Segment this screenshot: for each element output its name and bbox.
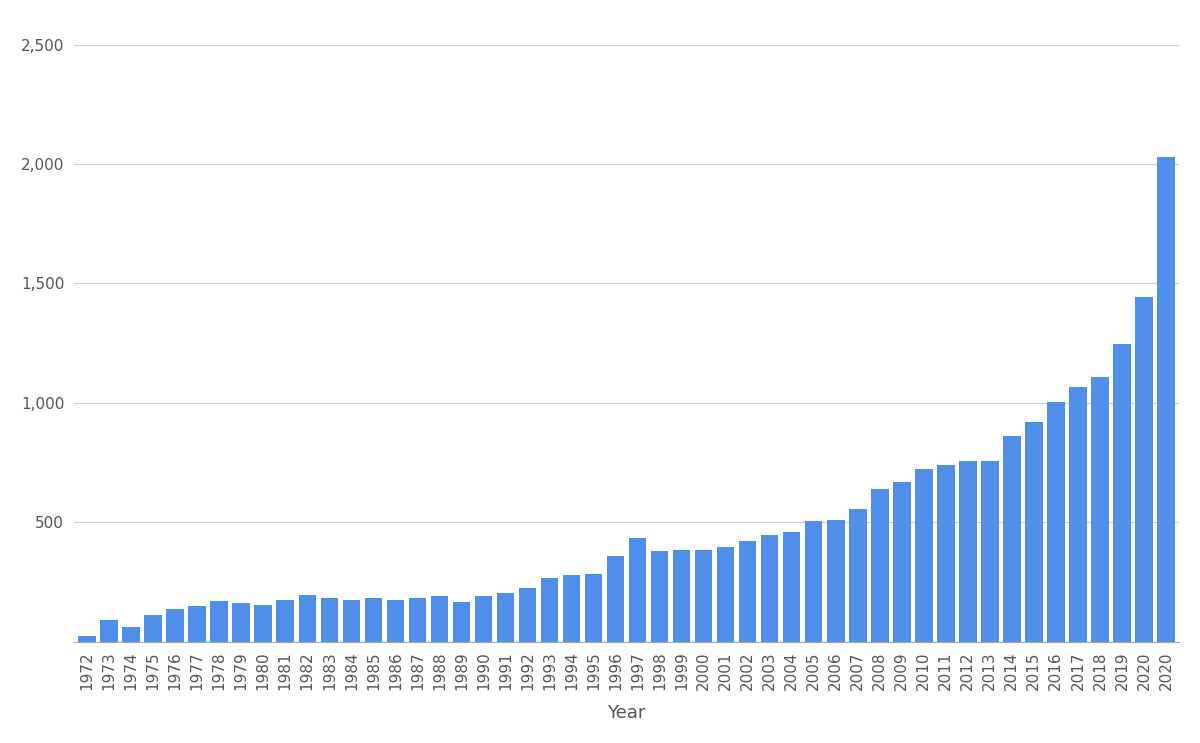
Bar bbox=[739, 542, 756, 642]
Bar bbox=[893, 481, 911, 642]
Bar bbox=[761, 536, 779, 642]
Bar bbox=[167, 609, 184, 642]
Bar bbox=[827, 520, 845, 642]
Bar bbox=[982, 461, 998, 642]
Bar bbox=[914, 469, 932, 642]
Bar bbox=[365, 597, 382, 642]
Bar bbox=[716, 548, 734, 642]
Bar bbox=[1069, 387, 1087, 642]
Bar bbox=[1114, 345, 1130, 642]
Bar bbox=[805, 521, 822, 642]
Bar bbox=[607, 556, 624, 642]
Bar bbox=[695, 550, 713, 642]
Bar bbox=[871, 489, 888, 642]
X-axis label: Year: Year bbox=[607, 704, 646, 722]
Bar bbox=[848, 509, 866, 642]
Bar bbox=[299, 595, 316, 642]
Bar bbox=[629, 538, 647, 642]
Bar bbox=[673, 550, 690, 642]
Bar bbox=[518, 588, 536, 642]
Bar bbox=[1025, 422, 1043, 642]
Bar bbox=[233, 603, 250, 642]
Bar bbox=[188, 606, 206, 642]
Bar bbox=[1003, 436, 1021, 642]
Bar bbox=[210, 601, 228, 642]
Bar bbox=[1135, 296, 1153, 642]
Bar bbox=[276, 600, 294, 642]
Bar bbox=[342, 600, 360, 642]
Bar bbox=[584, 574, 602, 642]
Bar bbox=[254, 605, 272, 642]
Bar bbox=[431, 597, 449, 642]
Bar bbox=[452, 603, 470, 642]
Bar bbox=[320, 597, 338, 642]
Bar bbox=[144, 615, 162, 642]
Bar bbox=[937, 465, 954, 642]
Bar bbox=[386, 600, 404, 642]
Bar bbox=[782, 532, 800, 642]
Bar bbox=[1048, 402, 1064, 642]
Bar bbox=[1091, 377, 1109, 642]
Bar bbox=[497, 593, 515, 642]
Bar bbox=[563, 575, 581, 642]
Bar bbox=[1157, 157, 1175, 642]
Bar bbox=[101, 620, 118, 642]
Bar bbox=[475, 597, 492, 642]
Bar bbox=[78, 636, 96, 642]
Bar bbox=[122, 627, 140, 642]
Bar bbox=[650, 551, 668, 642]
Bar bbox=[408, 597, 426, 642]
Bar bbox=[959, 461, 977, 642]
Bar bbox=[541, 578, 558, 642]
